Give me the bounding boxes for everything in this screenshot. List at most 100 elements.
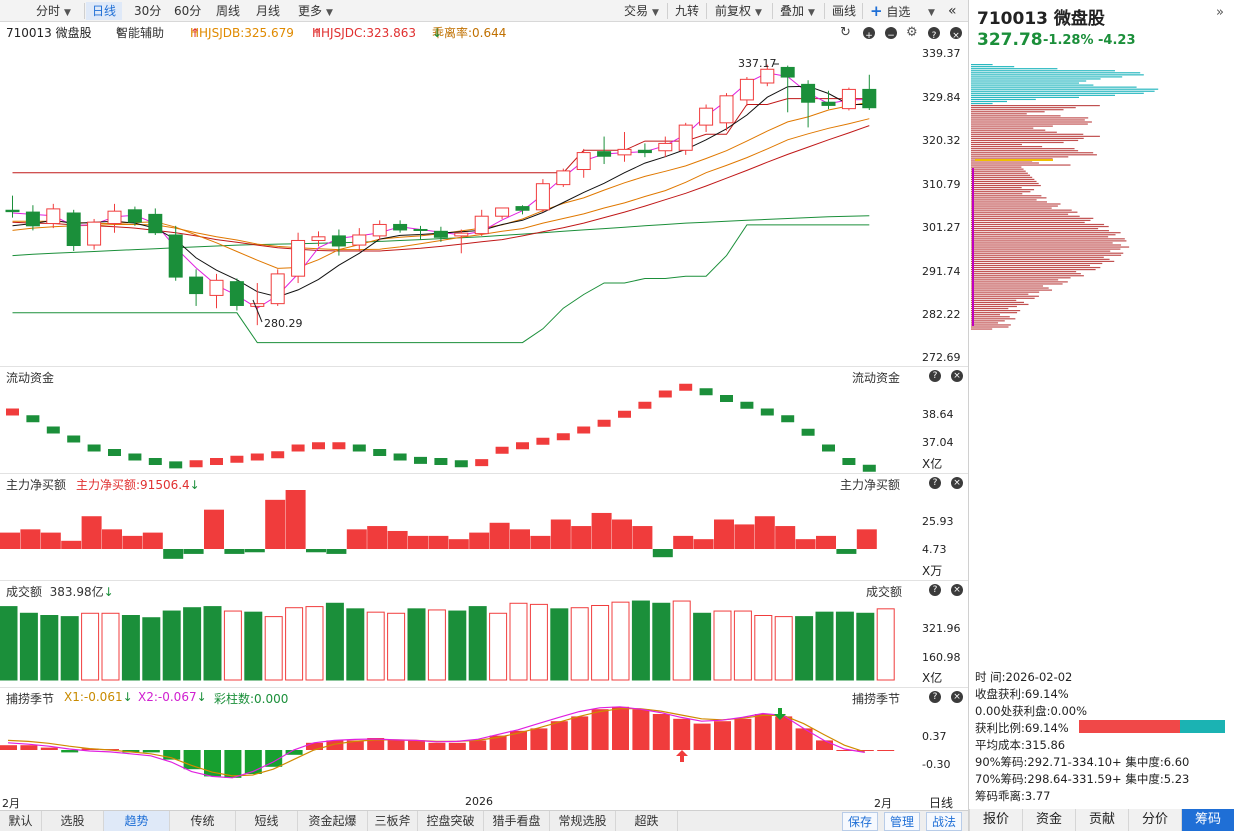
arrow-down-icon: ↓ <box>122 690 133 704</box>
chip-row <box>971 170 1026 172</box>
template-tab[interactable]: 传统 <box>170 811 236 831</box>
chevron-down-icon: ▼ <box>808 8 815 18</box>
candle-body <box>372 223 387 237</box>
panel-divider <box>0 366 968 367</box>
help-icon[interactable]: ? <box>929 691 941 703</box>
template-tab-active[interactable]: 趋势 <box>104 811 170 831</box>
amount-unit: X亿 <box>922 671 943 685</box>
mainnet-bar <box>204 509 224 549</box>
tab-yuexian[interactable]: 月线 <box>250 2 286 20</box>
settings-gear-icon[interactable]: ⚙ <box>906 25 918 40</box>
template-tab[interactable]: 资金起爆 <box>298 811 368 831</box>
close-icon[interactable]: × <box>951 584 963 596</box>
chip-row <box>971 127 1034 129</box>
mainnet-value-text: 主力净买额:91506.4 <box>76 478 190 492</box>
chip-row <box>971 70 1115 72</box>
strategy-button[interactable]: 战法 <box>926 812 962 831</box>
zoom-in-icon[interactable]: + <box>863 27 875 41</box>
candle-body <box>841 88 856 110</box>
manage-button[interactable]: 管理 <box>884 812 920 831</box>
save-button[interactable]: 保存 <box>842 812 878 831</box>
trade-menu[interactable]: 交易 ▼ <box>618 2 665 20</box>
close-icon[interactable]: × <box>951 477 963 489</box>
template-tab[interactable]: 控盘突破 <box>418 811 484 831</box>
watchlist-dropdown[interactable]: ▼ <box>918 2 941 20</box>
flow-bar <box>352 444 366 452</box>
candle-body <box>66 212 81 247</box>
hhj-dc-text: HHJSJDC:323.863 <box>312 26 417 40</box>
chip-row <box>971 68 1058 70</box>
chip-row <box>971 199 1037 201</box>
amount-bar <box>815 611 834 681</box>
macd-bar <box>652 714 670 750</box>
close-icon[interactable]: × <box>951 370 963 382</box>
zoom-out-icon[interactable]: − <box>885 27 897 41</box>
tab-fenshi-label: 分时 <box>36 4 61 18</box>
template-tab[interactable]: 常规选股 <box>550 811 616 831</box>
template-tab[interactable]: 默认 <box>0 811 42 831</box>
tab-fenshi[interactable]: 分时 ▼ <box>30 2 77 20</box>
tab-chips[interactable]: 筹码 <box>1181 809 1234 831</box>
collapse-icon[interactable]: » <box>1216 5 1224 20</box>
kline-chart-canvas[interactable] <box>0 0 968 810</box>
overlay-menu[interactable]: 叠加 ▼ <box>774 2 821 20</box>
template-tab[interactable]: 三板斧 <box>368 811 418 831</box>
tab-60min[interactable]: 60分 <box>168 2 207 20</box>
mainnet-bar <box>408 535 428 549</box>
help-icon[interactable]: ? <box>928 27 940 41</box>
candle-body <box>474 215 489 235</box>
collapse-panel-icon[interactable]: « <box>948 3 957 19</box>
jiuzhuan-button[interactable]: 九转 <box>669 2 705 20</box>
chip-row <box>971 312 1018 314</box>
macd-bar <box>673 718 691 750</box>
tab-quote[interactable]: 报价 <box>969 809 1022 831</box>
chip-row <box>971 96 1079 98</box>
close-icon[interactable]: × <box>951 691 963 703</box>
close-icon[interactable]: × <box>950 27 962 41</box>
chip-row <box>971 100 1007 103</box>
flow-bar <box>230 455 244 463</box>
tab-30min[interactable]: 30分 <box>128 2 167 20</box>
flow-bar <box>434 458 448 465</box>
candle-body <box>46 208 61 225</box>
chip-row <box>971 123 1088 125</box>
indicator-info-line: 710013 微盘股 ⊙ 智能辅助 HHJSJDB:325.679 ↑ HHJSJ… <box>0 24 968 42</box>
tab-rixian[interactable]: 日线 <box>86 2 123 20</box>
help-icon[interactable]: ? <box>929 370 941 382</box>
template-tab[interactable]: 猎手看盘 <box>484 811 550 831</box>
macd-bar <box>142 750 160 753</box>
flow-bar <box>67 435 81 443</box>
template-tab[interactable]: 短线 <box>236 811 298 831</box>
mainnet-bar <box>469 532 490 549</box>
chip-row <box>971 215 1080 217</box>
help-icon[interactable]: ? <box>929 584 941 596</box>
flow-bar <box>414 456 427 464</box>
mainnet-bar <box>510 529 530 549</box>
x-axis-label: 2026 <box>465 795 493 808</box>
template-tab[interactable]: 选股 <box>42 811 104 831</box>
chip-row <box>971 316 1010 318</box>
template-tab[interactable]: 超跌 <box>616 811 678 831</box>
more-menu[interactable]: 更多 ▼ <box>292 2 339 20</box>
refresh-icon[interactable]: ↻ <box>840 25 851 40</box>
chip-row <box>971 320 1005 322</box>
tab-price-dist[interactable]: 分价 <box>1128 809 1181 831</box>
amount-value: 383.98亿 <box>49 585 104 599</box>
tab-contribution[interactable]: 贡献 <box>1075 809 1128 831</box>
draw-button[interactable]: 画线 <box>826 2 862 20</box>
fuquan-menu[interactable]: 前复权 ▼ <box>709 2 768 20</box>
candle-body <box>148 213 163 234</box>
amount-bar <box>325 602 344 681</box>
price-change: -1.28% -4.23 <box>1043 33 1136 48</box>
amount-bar <box>672 600 691 681</box>
flow-bar <box>26 415 40 423</box>
tab-zhouxian[interactable]: 周线 <box>210 2 246 20</box>
candle-body <box>229 281 244 306</box>
mainnet-value: 主力净买额:91506.4↓ <box>76 476 200 493</box>
period-indicator[interactable]: 日线 <box>929 796 954 810</box>
divider <box>772 3 773 19</box>
add-watchlist-button[interactable]: + 自选 <box>864 2 916 20</box>
tab-funds[interactable]: 资金 <box>1022 809 1075 831</box>
flow-axis-tick: 38.64 <box>922 408 954 421</box>
help-icon[interactable]: ? <box>929 477 941 489</box>
